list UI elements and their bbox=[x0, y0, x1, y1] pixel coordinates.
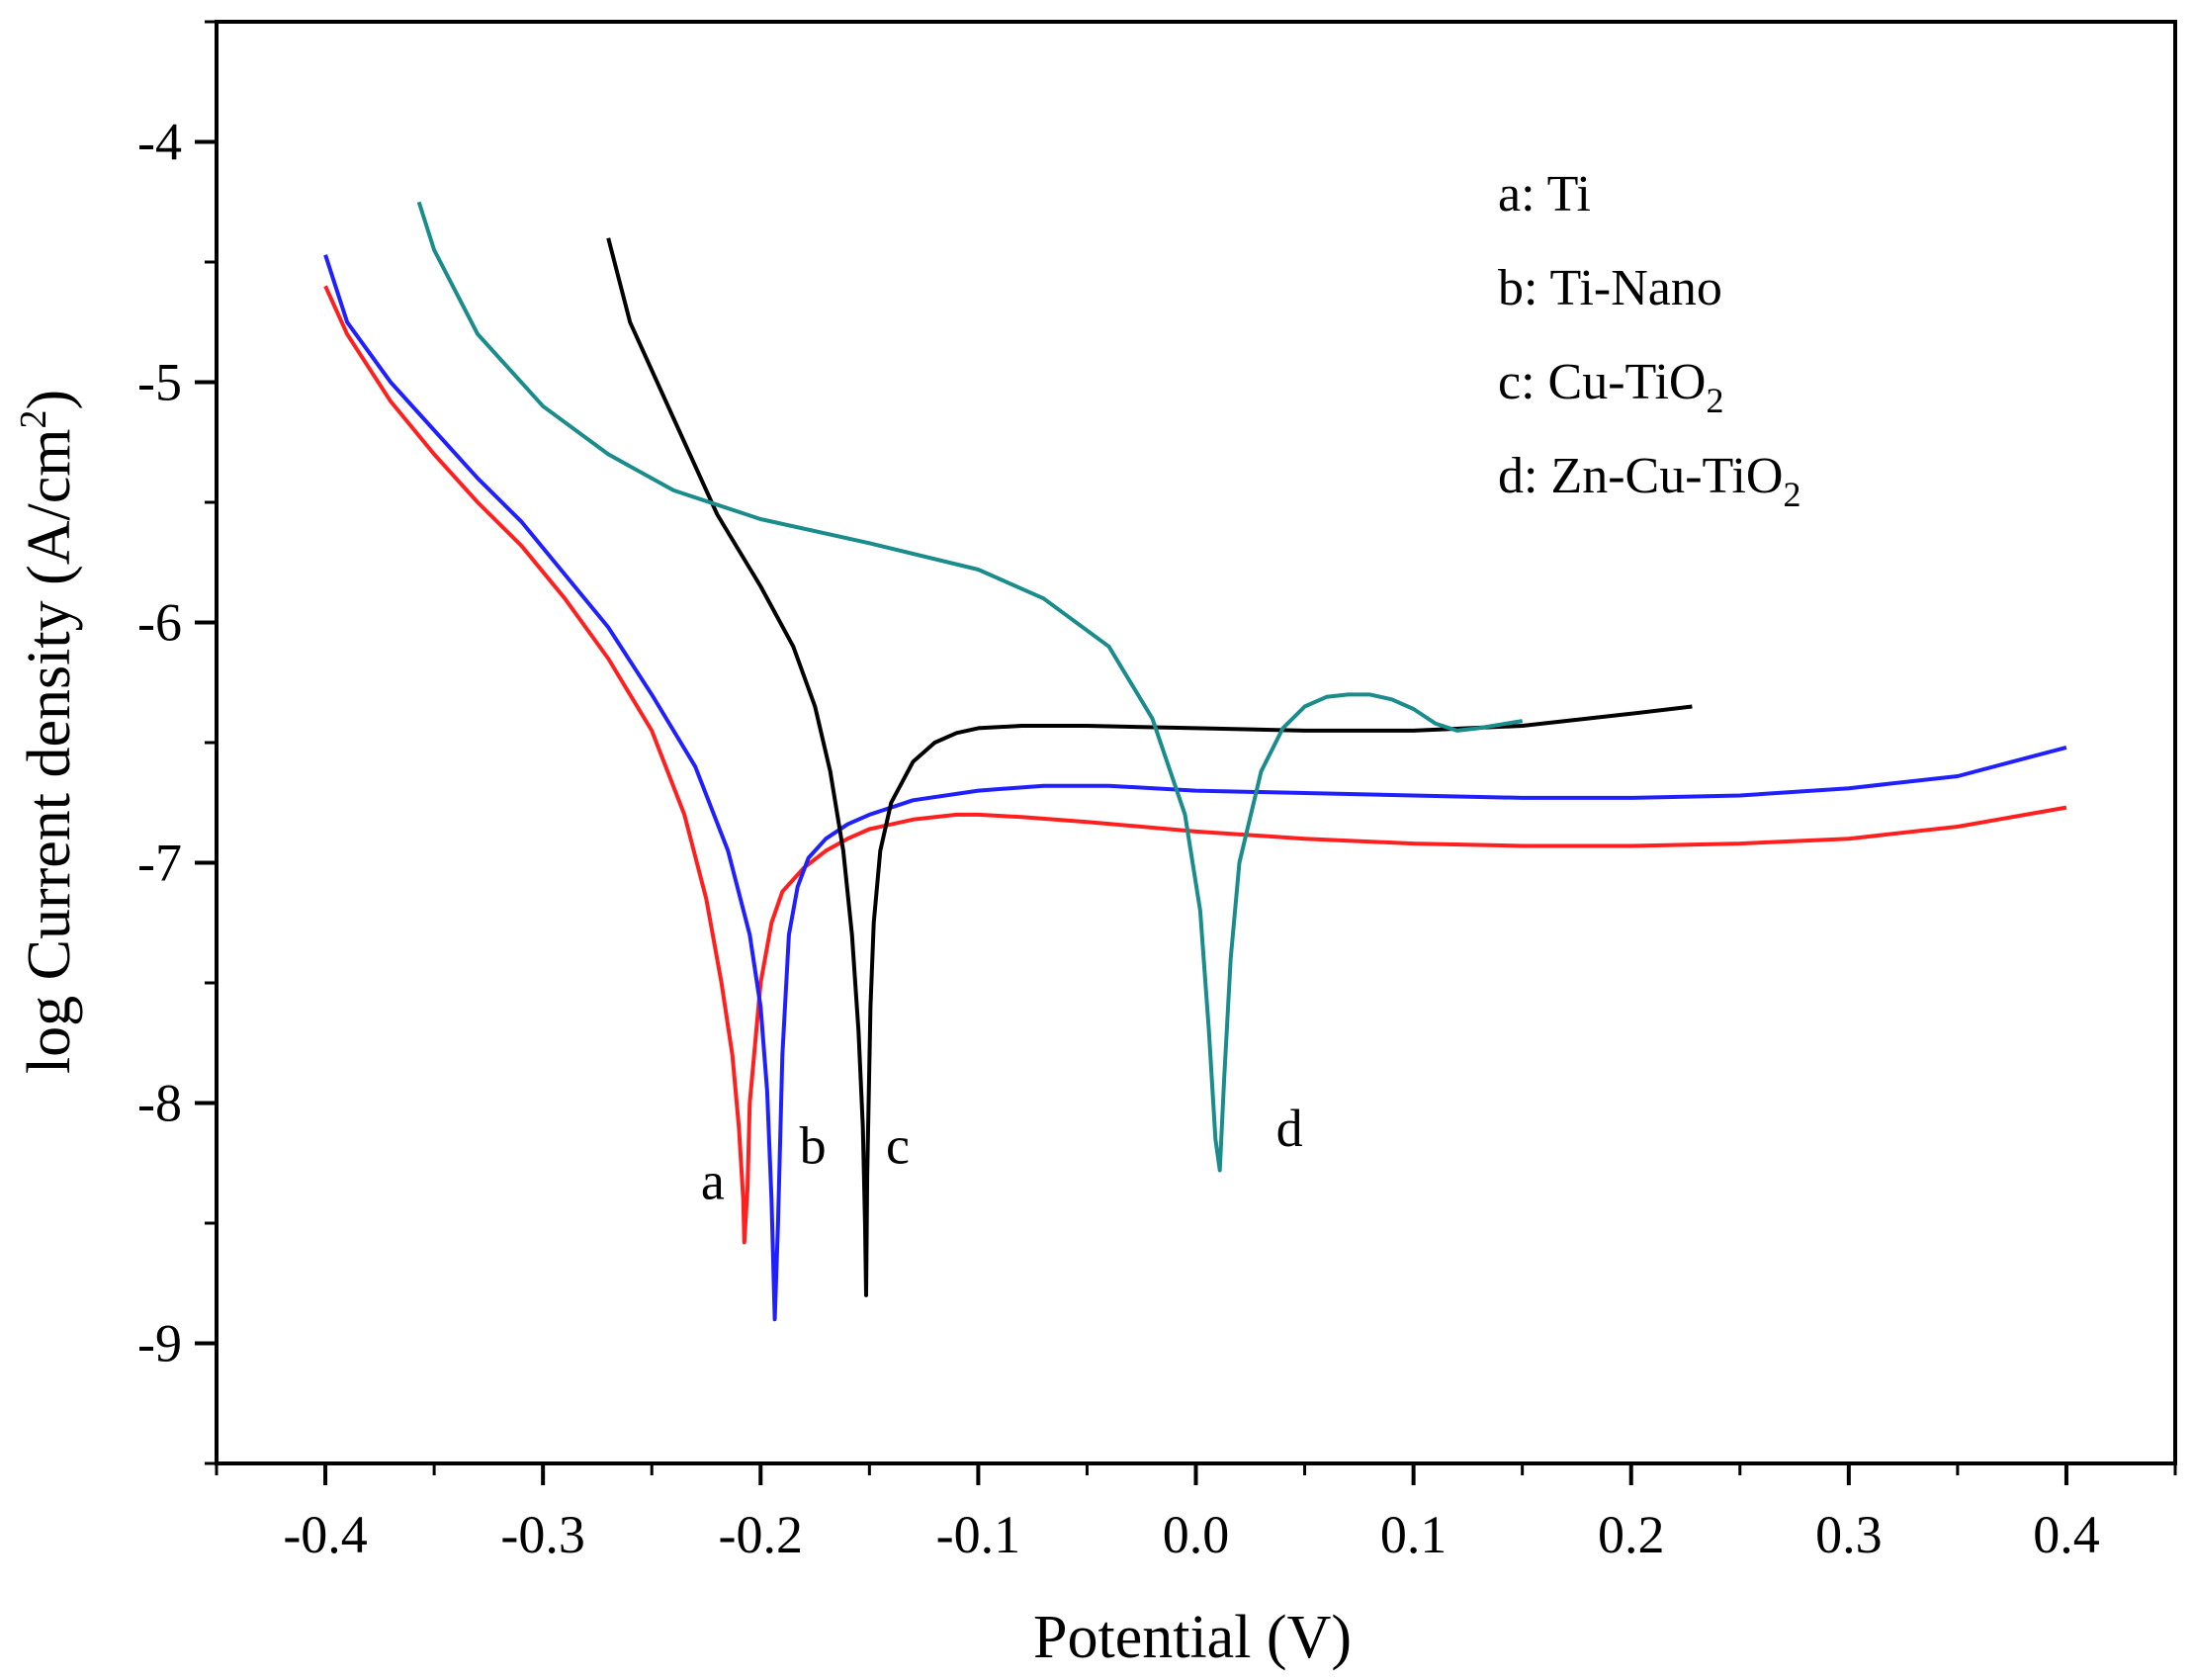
y-tick-label: -8 bbox=[137, 1074, 182, 1133]
y-axis-title: log Current density (A/cm2) bbox=[13, 390, 83, 1074]
plot-frame bbox=[215, 20, 2177, 1465]
y-tick-label: -5 bbox=[137, 353, 182, 412]
y-tick-label: -6 bbox=[137, 593, 182, 653]
labels-layer: -0.4 -0.3 -0.2 -0.1 0.0 0.1 0.2 0.3 0.4 -4 -5 -6 -7 -… bbox=[137, 113, 2100, 1565]
curve-label-c: c bbox=[886, 1115, 910, 1175]
curve-label-b: b bbox=[800, 1115, 827, 1175]
x-tick-label: 0.1 bbox=[1380, 1505, 1448, 1564]
legend-entry-c: c: Cu-TiO2 bbox=[1498, 354, 1723, 420]
y-tick-label: -9 bbox=[137, 1314, 182, 1373]
x-tick-label: -0.4 bbox=[283, 1505, 367, 1564]
series-line-a bbox=[323, 285, 2067, 1245]
x-tick-label: 0.4 bbox=[2033, 1505, 2100, 1564]
x-tick-label: 0.0 bbox=[1163, 1505, 1230, 1564]
x-axis-title: Potential (V) bbox=[1033, 1604, 1352, 1671]
legend: a: Ti b: Ti-Nano c: Cu-TiO2 d: Zn-Cu-TiO2 bbox=[1498, 166, 1800, 514]
y-axis-title-tail: ) bbox=[16, 390, 83, 410]
legend-entry-a: a: Ti bbox=[1498, 166, 1591, 222]
x-tick-label: -0.2 bbox=[719, 1505, 803, 1564]
series-line-c bbox=[606, 237, 1693, 1297]
y-tick-label: -4 bbox=[137, 113, 182, 172]
curve-label-a: a bbox=[701, 1152, 725, 1211]
series-line-d bbox=[416, 201, 1524, 1173]
series-layer bbox=[323, 201, 2067, 1322]
ticks-layer bbox=[195, 20, 2177, 1485]
x-tick-label: -0.1 bbox=[936, 1505, 1020, 1564]
curve-label-d: d bbox=[1276, 1099, 1303, 1158]
x-tick-label: 0.3 bbox=[1815, 1505, 1883, 1564]
series-line-b bbox=[323, 254, 2067, 1322]
y-axis-title-main: log Current density (A/cm bbox=[16, 429, 83, 1075]
y-axis-title-sup: 2 bbox=[13, 410, 54, 429]
legend-entry-d: d: Zn-Cu-TiO2 bbox=[1498, 448, 1800, 514]
legend-entry-b: b: Ti-Nano bbox=[1498, 260, 1722, 316]
x-tick-label: 0.2 bbox=[1598, 1505, 1665, 1564]
x-tick-label: -0.3 bbox=[500, 1505, 584, 1564]
y-tick-label: -7 bbox=[137, 834, 182, 893]
